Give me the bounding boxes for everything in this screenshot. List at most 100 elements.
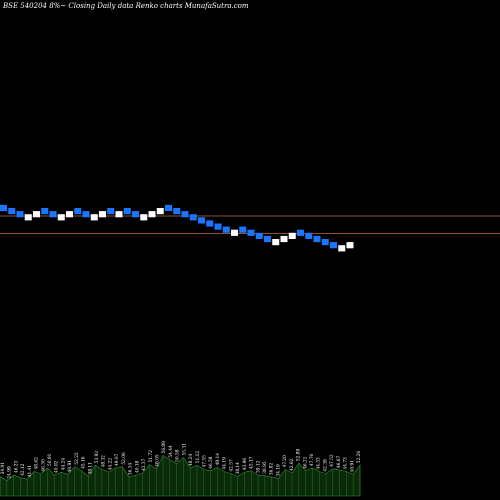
- volume-label-12: 52.22: [75, 452, 80, 465]
- volume-label-52: 44.73: [344, 457, 349, 470]
- volume-label-13: 45.16: [82, 456, 87, 469]
- volume-label-14: 38.11: [88, 462, 93, 475]
- volume-label-15: 53.92: [95, 451, 100, 464]
- volume-label-19: 52.06: [122, 452, 127, 465]
- renko-brick-26: [206, 220, 214, 227]
- volume-label-1: 34.91: [1, 462, 6, 475]
- volume-label-31: 47.55: [203, 455, 208, 468]
- volume-label-36: 38.14: [236, 462, 241, 475]
- volume-label-2: 24.99: [8, 466, 13, 479]
- renko-brick-34: [272, 239, 280, 246]
- volume-label-40: 38.95: [263, 461, 268, 474]
- renko-brick-39: [313, 235, 321, 243]
- renko-brick-9: [66, 211, 73, 218]
- renko-brick-3: [16, 211, 24, 218]
- volume-label-43: 47.20: [283, 455, 288, 468]
- volume-label-16: 48.32: [102, 455, 107, 468]
- renko-brick-40: [321, 239, 329, 246]
- volume-label-45: 52.89: [297, 449, 302, 462]
- volume-label-18: 49.07: [115, 453, 120, 466]
- volume-label-41: 36.82: [270, 463, 275, 476]
- volume-label-5: 41.41: [28, 465, 33, 478]
- renko-brick-36: [288, 232, 296, 239]
- volume-label-53: 40.91: [350, 460, 355, 473]
- renko-brick-31: [247, 229, 255, 236]
- volume-label-27: 50.58: [176, 449, 181, 462]
- volume-label-26: 54.44: [169, 445, 174, 458]
- renko-brick-27: [214, 223, 222, 230]
- renko-brick-41: [330, 242, 337, 249]
- renko-brick-42: [338, 245, 346, 252]
- volume-label-50: 47.52: [330, 454, 335, 467]
- renko-brick-12: [90, 214, 98, 221]
- volume-label-21: 40.18: [135, 460, 140, 473]
- volume-label-48: 44.53: [317, 457, 322, 470]
- renko-brick-6: [41, 208, 49, 215]
- volume-label-54: 52.26: [357, 451, 362, 464]
- renko-brick-13: [99, 211, 106, 218]
- volume-label-47: 47.76: [310, 453, 315, 466]
- volume-label-44: 42.62: [290, 458, 295, 471]
- renko-brick-11: [82, 211, 90, 218]
- renko-brick-30: [239, 226, 247, 233]
- renko-brick-17: [132, 211, 139, 218]
- renko-brick-43: [346, 242, 354, 249]
- volume-label-23: 51.72: [149, 450, 154, 463]
- volume-label-28: 55.31: [182, 443, 187, 456]
- renko-brick-29: [231, 229, 238, 236]
- renko-brick-28: [222, 226, 230, 233]
- volume-label-49: 42.39: [323, 459, 328, 472]
- volume-label-29: 48.24: [189, 453, 194, 466]
- volume-label-17: 44.22: [108, 458, 113, 471]
- renko-brick-38: [305, 232, 313, 239]
- volume-label-9: 40.02: [55, 460, 60, 473]
- renko-brick-20: [156, 208, 164, 215]
- renko-brick-8: [57, 214, 65, 221]
- chart-title: BSE 540204 8%~ Closing Daily data Renko …: [2, 2, 249, 10]
- volume-label-35: 42.57: [229, 459, 234, 472]
- renko-brick-19: [148, 211, 156, 218]
- renko-brick-16: [123, 208, 131, 215]
- volume-label-37: 43.96: [243, 458, 248, 471]
- volume-label-46: 46.21: [303, 456, 308, 469]
- renko-brick-21: [165, 204, 172, 212]
- renko-brick-7: [49, 211, 57, 218]
- volume-label-30: 51.12: [196, 451, 201, 464]
- renko-brick-24: [189, 214, 197, 221]
- volume-label-25: 56.89: [162, 441, 167, 454]
- volume-label-42: 34.19: [276, 464, 281, 477]
- volume-label-6: 48.62: [35, 457, 40, 470]
- volume-label-7: 46.30: [41, 459, 46, 472]
- volume-label-10: 44.24: [61, 458, 66, 471]
- renko-bricks: [0, 204, 354, 252]
- renko-brick-22: [173, 208, 181, 215]
- volume-label-3: 46.23: [14, 460, 19, 473]
- volume-label-8: 50.91: [48, 453, 53, 466]
- volume-label-51: 46.67: [337, 456, 342, 469]
- renko-brick-4: [24, 214, 32, 221]
- renko-brick-1: [0, 204, 7, 212]
- renko-brick-35: [280, 235, 288, 243]
- volume-label-22: 42.37: [142, 458, 147, 471]
- renko-brick-14: [107, 208, 115, 215]
- renko-brick-18: [140, 214, 148, 221]
- volume-label-4: 42.12: [21, 463, 26, 476]
- renko-brick-23: [181, 211, 189, 218]
- renko-brick-32: [255, 232, 263, 239]
- renko-brick-5: [33, 211, 40, 218]
- renko-brick-37: [297, 229, 304, 236]
- renko-brick-15: [115, 211, 123, 218]
- volume-label-34: 44.19: [223, 457, 228, 470]
- volume-label-11: 40.91: [68, 460, 73, 473]
- volume-label-24: 48.05: [155, 454, 160, 467]
- volume-label-33: 49.14: [216, 453, 221, 466]
- volume-label-39: 39.12: [256, 460, 261, 473]
- volume-label-32: 46.58: [209, 456, 214, 469]
- volume-label-38: 45.17: [250, 456, 255, 469]
- renko-brick-10: [74, 208, 82, 215]
- volume-label-20: 36.14: [129, 463, 134, 476]
- renko-brick-33: [264, 235, 271, 243]
